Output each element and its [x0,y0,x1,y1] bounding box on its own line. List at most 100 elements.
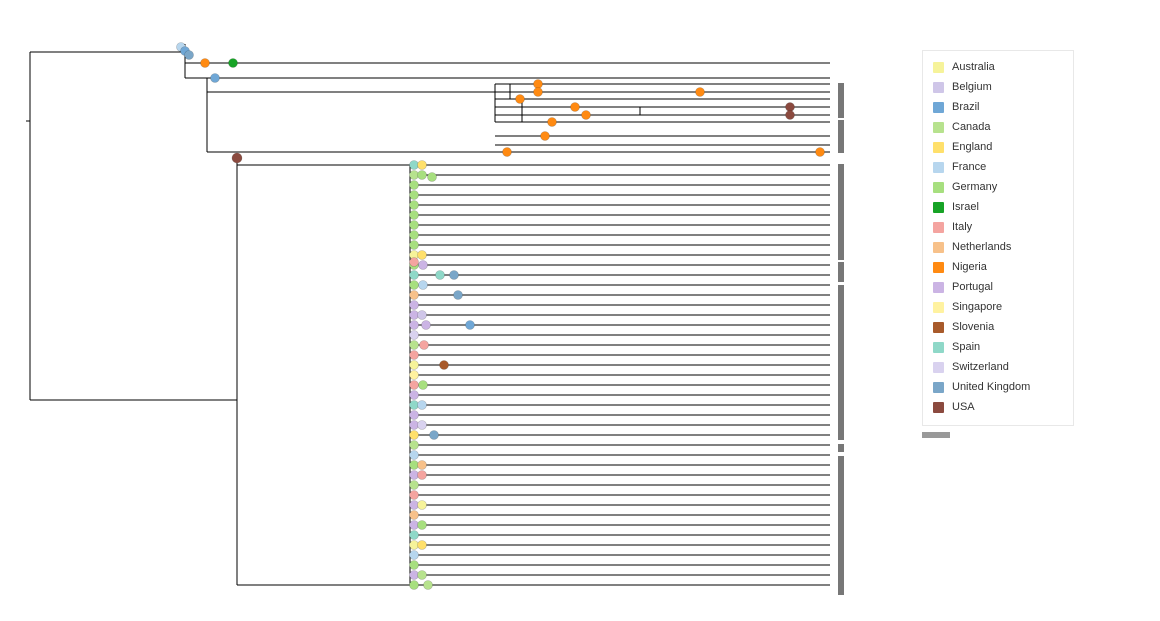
tip-marker [786,103,795,112]
tip-marker [418,171,427,180]
legend-item: France [933,157,1063,177]
legend-item: Switzerland [933,357,1063,377]
legend-item: England [933,137,1063,157]
tip-marker [418,421,427,430]
legend-label: Singapore [952,301,1002,313]
tip-marker [418,251,427,260]
tip-marker [229,59,238,68]
legend-swatch [933,142,944,153]
legend-swatch [933,242,944,253]
clade-bracket [838,83,844,118]
tip-marker [410,331,419,340]
tip-marker [418,571,427,580]
tip-marker [410,241,419,250]
legend-label: Switzerland [952,361,1009,373]
legend-swatch [933,402,944,413]
legend-item: Israel [933,197,1063,217]
scale-bar [922,432,950,440]
clade-bracket [838,164,844,260]
legend-item: Singapore [933,297,1063,317]
tip-marker [418,471,427,480]
tip-marker [410,301,419,310]
legend-label: United Kingdom [952,381,1030,393]
tip-marker [450,271,459,280]
legend-swatch [933,262,944,273]
tip-marker [424,581,433,590]
legend-item: Belgium [933,77,1063,97]
tip-marker [410,391,419,400]
tip-marker [430,431,439,440]
tip-marker [418,521,427,530]
legend-swatch [933,342,944,353]
legend-label: Spain [952,341,980,353]
tip-marker [786,111,795,120]
phylo-figure: { "canvas": { "width": 1160, "height": 6… [0,0,1160,621]
tip-marker [436,271,445,280]
tip-marker [410,371,419,380]
legend-item: Brazil [933,97,1063,117]
tip-marker [410,171,419,180]
clade-bracket [838,262,844,282]
tip-marker [410,451,419,460]
tip-marker [410,221,419,230]
tip-marker [418,311,427,320]
legend-item: Germany [933,177,1063,197]
tip-marker [516,95,525,104]
tip-marker [466,321,475,330]
tip-marker [410,491,419,500]
legend-label: Slovenia [952,321,994,333]
tip-marker [410,541,419,550]
legend-swatch [933,322,944,333]
tip-marker [418,461,427,470]
legend: Australia BelgiumBrazilCanada England Franc… [922,50,1074,426]
tip-marker [185,51,194,60]
legend-swatch [933,102,944,113]
tip-marker [232,153,242,163]
tip-marker [418,541,427,550]
legend-swatch [933,362,944,373]
tip-marker [419,281,428,290]
tip-marker [410,411,419,420]
legend-label: England [952,141,992,153]
tip-marker [201,59,210,68]
legend-label: Israel [952,201,979,213]
legend-swatch [933,382,944,393]
legend-swatch [933,122,944,133]
legend-label: Italy [952,221,972,233]
tip-marker [410,461,419,470]
tip-marker [418,501,427,510]
tip-marker [420,341,429,350]
legend-label: Australia [952,61,995,73]
tip-marker [410,291,419,300]
legend-item: Australia [933,57,1063,77]
legend-item: Slovenia [933,317,1063,337]
tip-marker [503,148,512,157]
legend-swatch [933,302,944,313]
tip-marker [410,201,419,210]
tip-marker [454,291,463,300]
legend-swatch [933,202,944,213]
clade-bracket [838,285,844,440]
clade-bracket [838,120,844,153]
tip-marker [428,173,437,182]
tip-marker [410,421,419,430]
legend-label: Portugal [952,281,993,293]
legend-swatch [933,182,944,193]
legend-item: Italy [933,217,1063,237]
tip-marker [410,481,419,490]
tip-marker [410,161,419,170]
legend-item: Spain [933,337,1063,357]
tip-marker [696,88,705,97]
tip-marker [419,261,428,270]
tip-marker [410,281,419,290]
tip-marker [410,181,419,190]
scale-bar-line [922,432,950,438]
tip-marker [410,531,419,540]
tip-marker [410,361,419,370]
tip-marker [534,88,543,97]
legend-item: Canada [933,117,1063,137]
tip-marker [548,118,557,127]
legend-swatch [933,62,944,73]
tip-marker [410,341,419,350]
tip-marker [410,431,419,440]
